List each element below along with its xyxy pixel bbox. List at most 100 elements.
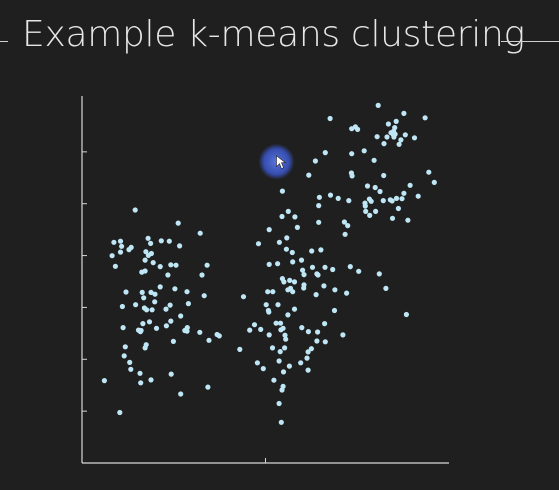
data-point — [265, 307, 271, 314]
data-point — [165, 272, 171, 278]
data-point — [197, 329, 203, 335]
data-point — [273, 320, 279, 326]
data-point — [395, 205, 401, 212]
data-point — [362, 200, 368, 206]
data-point — [384, 134, 390, 140]
data-point — [158, 238, 164, 244]
data-point — [148, 377, 154, 383]
data-point — [251, 322, 258, 328]
data-point — [346, 198, 352, 204]
data-point — [135, 327, 142, 333]
data-point — [290, 259, 296, 265]
data-point — [390, 131, 396, 138]
data-point — [117, 238, 124, 244]
data-point — [127, 359, 133, 365]
data-point — [184, 328, 190, 334]
data-point — [398, 137, 404, 143]
data-point — [327, 192, 334, 198]
title-row: Example k-means clustering — [0, 0, 559, 80]
data-point — [327, 115, 333, 122]
data-point — [279, 387, 285, 393]
data-point — [144, 307, 150, 313]
data-point — [157, 264, 163, 270]
data-point — [322, 321, 328, 327]
data-point — [122, 344, 128, 350]
data-point — [185, 301, 191, 307]
data-point — [138, 380, 144, 386]
data-point — [367, 212, 373, 218]
data-point — [322, 339, 328, 345]
data-point — [201, 293, 207, 299]
data-point — [283, 336, 289, 342]
data-point — [283, 246, 289, 252]
data-point — [301, 272, 307, 278]
data-point — [149, 307, 155, 313]
data-point — [284, 235, 290, 241]
data-point — [168, 318, 174, 324]
data-point — [204, 262, 210, 268]
data-point — [347, 264, 353, 270]
data-point — [276, 239, 282, 245]
data-point — [117, 409, 123, 416]
pointer-cursor-icon — [276, 155, 287, 170]
data-point — [312, 158, 318, 164]
data-point — [145, 235, 151, 241]
cursor-layer — [258, 143, 295, 180]
data-point — [316, 219, 322, 225]
data-point — [266, 261, 272, 267]
data-point — [168, 371, 174, 377]
data-point — [298, 257, 305, 263]
data-point — [341, 219, 347, 225]
data-point — [313, 292, 319, 298]
data-point — [348, 170, 354, 176]
data-point — [197, 230, 203, 236]
data-point — [322, 264, 328, 270]
data-point — [363, 208, 369, 214]
data-point — [364, 183, 371, 189]
data-point — [167, 302, 173, 308]
data-point — [139, 289, 145, 295]
data-point — [205, 384, 211, 390]
data-point — [372, 184, 378, 191]
data-point — [361, 148, 367, 154]
data-point — [318, 247, 324, 253]
data-point — [139, 269, 145, 275]
data-point — [316, 194, 322, 200]
data-point — [349, 151, 355, 157]
data-point — [305, 349, 311, 355]
data-point — [269, 345, 276, 351]
data-point — [393, 118, 399, 124]
data-point — [260, 366, 266, 372]
data-point — [101, 378, 107, 384]
data-point — [349, 126, 355, 132]
data-point — [120, 325, 126, 331]
data-point — [175, 220, 181, 226]
data-point — [184, 289, 190, 295]
data-point — [140, 321, 146, 327]
data-point — [276, 400, 282, 407]
data-point — [216, 333, 222, 339]
data-point — [321, 283, 327, 289]
data-point — [275, 302, 281, 308]
data-point — [172, 286, 178, 292]
data-point — [301, 282, 307, 288]
data-point — [133, 302, 139, 308]
data-point — [148, 240, 154, 246]
data-point — [405, 217, 411, 223]
data-point — [282, 345, 288, 351]
data-points — [101, 102, 437, 425]
data-point — [265, 289, 271, 295]
data-point — [314, 338, 320, 344]
data-point — [309, 248, 315, 254]
data-point — [389, 215, 396, 221]
data-point — [163, 306, 169, 312]
data-point — [111, 239, 117, 245]
data-point — [300, 267, 306, 273]
data-point — [280, 369, 287, 375]
data-point — [280, 325, 286, 331]
data-point — [383, 285, 389, 291]
data-point — [277, 349, 283, 355]
data-point — [305, 329, 311, 335]
data-point — [381, 141, 387, 147]
